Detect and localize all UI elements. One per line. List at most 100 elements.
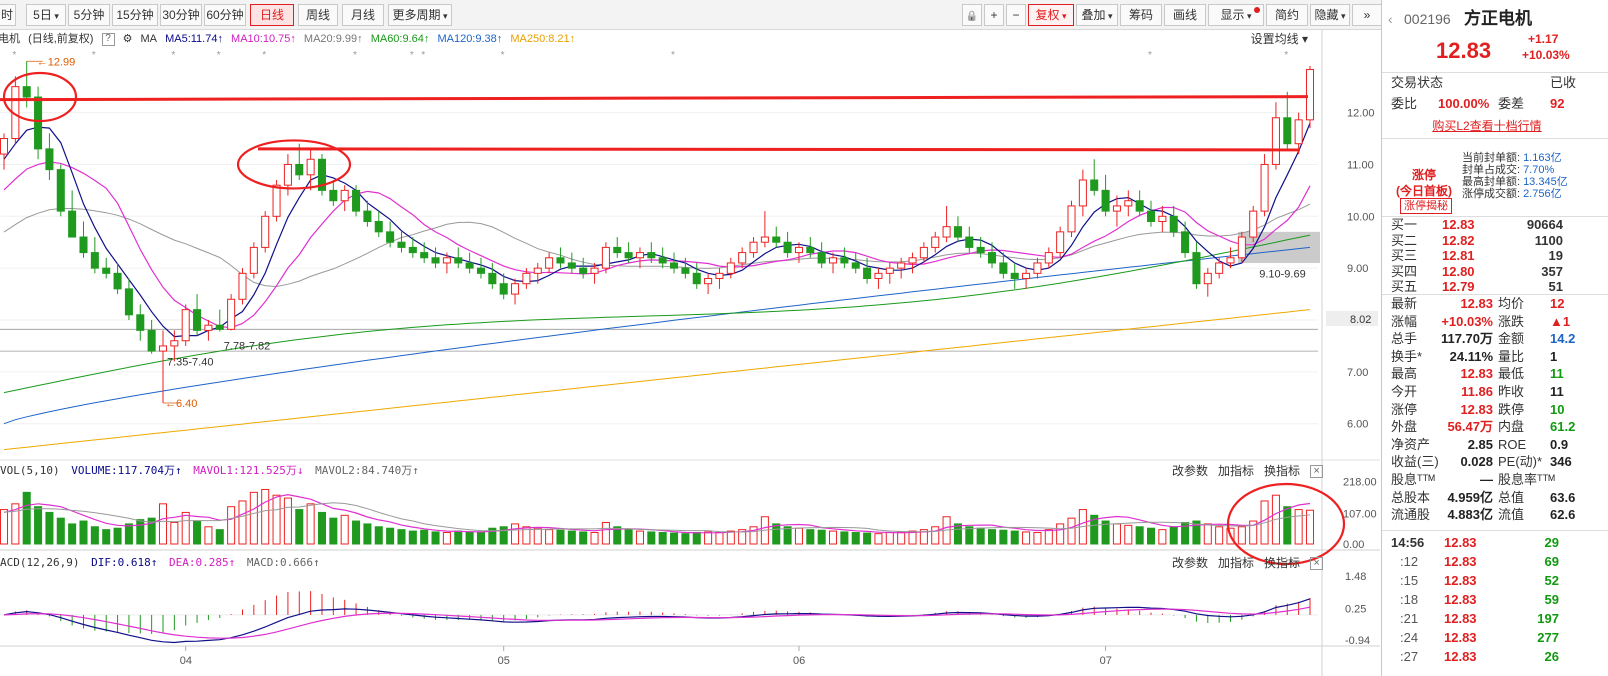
price-change: +1.17 bbox=[1528, 32, 1559, 46]
toolbar-button-16[interactable]: 画线 bbox=[1164, 4, 1206, 26]
vol-switch-indicator-button[interactable]: 换指标 bbox=[1264, 464, 1301, 478]
volume-bar bbox=[147, 517, 156, 545]
kline-chart[interactable]: 12.0011.0010.009.008.007.006.00218.00107… bbox=[0, 30, 1380, 676]
toolbar-button-2[interactable]: 5分钟 bbox=[68, 4, 110, 26]
weibi-label: 委比 bbox=[1391, 96, 1418, 111]
toolbar-button-14[interactable]: 叠加 ▾ bbox=[1076, 4, 1118, 26]
volume-bar bbox=[919, 529, 928, 545]
gear-icon[interactable]: ⚙ bbox=[122, 33, 133, 45]
zoom-out-icon[interactable]: − bbox=[1006, 4, 1026, 26]
event-star-icon: * bbox=[421, 50, 425, 61]
stat-value: 12.83 bbox=[1460, 401, 1493, 417]
l2-link-text[interactable]: 购买L2查看十档行情 bbox=[1432, 119, 1542, 133]
candle-body bbox=[1215, 262, 1224, 274]
chevron-left-icon[interactable]: ‹ bbox=[1388, 11, 1393, 27]
toolbar-button-17[interactable]: 显示 ▾ bbox=[1208, 4, 1264, 26]
volume-bar bbox=[556, 529, 565, 545]
vol-change-params-button[interactable]: 改参数 bbox=[1172, 464, 1209, 478]
toolbar-button-6[interactable]: 日线 bbox=[250, 4, 294, 26]
toolbar-button-5[interactable]: 60分钟 bbox=[204, 4, 246, 26]
mavol2-arrow-icon: ↑ bbox=[412, 464, 419, 477]
toolbar-button-18[interactable]: 简约 bbox=[1266, 4, 1308, 26]
volume-bar bbox=[170, 521, 179, 545]
candle-body bbox=[1226, 257, 1235, 264]
macd-close-icon[interactable]: × bbox=[1310, 557, 1324, 571]
tick-volume: 52 bbox=[1544, 573, 1559, 588]
tick-time: :24 bbox=[1400, 630, 1419, 645]
candle-body bbox=[1271, 117, 1280, 165]
candle-body bbox=[79, 236, 88, 254]
tick-price: 12.83 bbox=[1444, 535, 1477, 550]
macd-change-params-button[interactable]: 改参数 bbox=[1172, 556, 1209, 570]
toolbar-button-8[interactable]: 月线 bbox=[342, 4, 384, 26]
candle-body bbox=[885, 267, 894, 274]
volume-bar bbox=[783, 526, 792, 545]
toolbar-button-1[interactable]: 5日 ▾ bbox=[26, 4, 66, 26]
volume-bar bbox=[1294, 509, 1303, 545]
candle-body bbox=[442, 257, 451, 264]
volume-bar bbox=[261, 488, 270, 545]
toolbar-button-20[interactable]: » bbox=[1352, 4, 1382, 26]
candle-body bbox=[1192, 252, 1201, 285]
candle-body bbox=[249, 246, 258, 274]
stat-label: 最新 bbox=[1391, 296, 1418, 311]
zoom-in-icon[interactable]: + bbox=[984, 4, 1004, 26]
macd-tick-label: -0.94 bbox=[1345, 635, 1370, 647]
ma10-arrow-icon: ↑ bbox=[290, 33, 296, 45]
candle-body bbox=[624, 252, 633, 259]
toolbar-button-label: 🔒 bbox=[965, 11, 979, 22]
vol-tick-label: 218.00 bbox=[1343, 476, 1377, 488]
candle-body bbox=[1260, 163, 1269, 212]
toolbar-button-19[interactable]: 隐藏 ▾ bbox=[1310, 4, 1350, 26]
candle-body bbox=[1203, 272, 1212, 285]
lock-icon[interactable]: 🔒 bbox=[962, 4, 982, 26]
volume-bar bbox=[397, 529, 406, 545]
ma5-line bbox=[3, 122, 1311, 338]
help-icon[interactable]: ? bbox=[101, 32, 115, 46]
macd-switch-indicator-button[interactable]: 换指标 bbox=[1264, 556, 1301, 570]
stat-label: 最高 bbox=[1391, 366, 1418, 382]
candle-body bbox=[976, 246, 985, 254]
toolbar-button-9[interactable]: 更多周期 ▾ bbox=[388, 4, 452, 26]
volume-bar bbox=[238, 500, 247, 545]
stat-row: 总手 117.70万 金额 14.2 bbox=[1382, 330, 1608, 347]
stat-label: 跌停 bbox=[1498, 401, 1525, 417]
toolbar-button-3[interactable]: 15分钟 bbox=[112, 4, 158, 26]
limit-reveal-button[interactable]: 涨停揭秘 bbox=[1400, 198, 1452, 214]
stat-row: 涨停 12.83 跌停 10 bbox=[1382, 401, 1608, 418]
toolbar-button-7[interactable]: 周线 bbox=[298, 4, 338, 26]
toolbar-button-15[interactable]: 筹码 bbox=[1120, 4, 1162, 26]
tick-volume: 26 bbox=[1544, 649, 1559, 664]
volume-bar bbox=[1112, 523, 1121, 545]
toolbar-button-13[interactable]: 复权 ▾ bbox=[1028, 4, 1074, 26]
toolbar-button-0[interactable]: 时 bbox=[0, 4, 16, 26]
stat-row: 总股本 4.959亿 总值 63.6 bbox=[1382, 489, 1608, 506]
bid-row: 买一 12.83 90664 bbox=[1382, 217, 1608, 232]
toolbar-button-4[interactable]: 30分钟 bbox=[160, 4, 202, 26]
caret-down-icon: ▾ bbox=[51, 11, 59, 21]
stat-label: 涨跌 bbox=[1498, 313, 1525, 329]
macd-add-indicator-button[interactable]: 加指标 bbox=[1218, 556, 1255, 570]
candle-body bbox=[136, 314, 145, 331]
l2-link[interactable]: 购买L2查看十档行情 bbox=[1382, 117, 1592, 135]
stat-value: 11.86 bbox=[1461, 384, 1493, 399]
volume-bar bbox=[885, 532, 894, 545]
candle-body bbox=[352, 189, 361, 212]
vol-add-indicator-button[interactable]: 加指标 bbox=[1218, 464, 1255, 478]
volume-bar bbox=[1033, 532, 1042, 545]
stat-value: — bbox=[1480, 472, 1493, 487]
candle-body bbox=[760, 236, 769, 243]
mavol2-value: MAVOL2:84.740万 bbox=[315, 464, 413, 477]
ma20-arrow-icon: ↑ bbox=[357, 33, 363, 45]
stat-value: 2.85 bbox=[1467, 436, 1493, 452]
candle-body bbox=[465, 262, 474, 269]
candle-body bbox=[817, 252, 826, 264]
macd-tick-label: 0.25 bbox=[1345, 603, 1366, 615]
vol-close-icon[interactable]: × bbox=[1310, 465, 1324, 479]
candle-body bbox=[363, 210, 372, 222]
bid-label: 买二 bbox=[1391, 232, 1418, 248]
ma-settings-button[interactable]: 设置均线 ▾ bbox=[1250, 32, 1308, 46]
tick-price: 12.83 bbox=[1444, 649, 1477, 664]
price-row: 12.83 +1.17 +10.03% bbox=[1382, 32, 1608, 66]
toolbar-button-label: 更多周期 bbox=[392, 8, 441, 22]
